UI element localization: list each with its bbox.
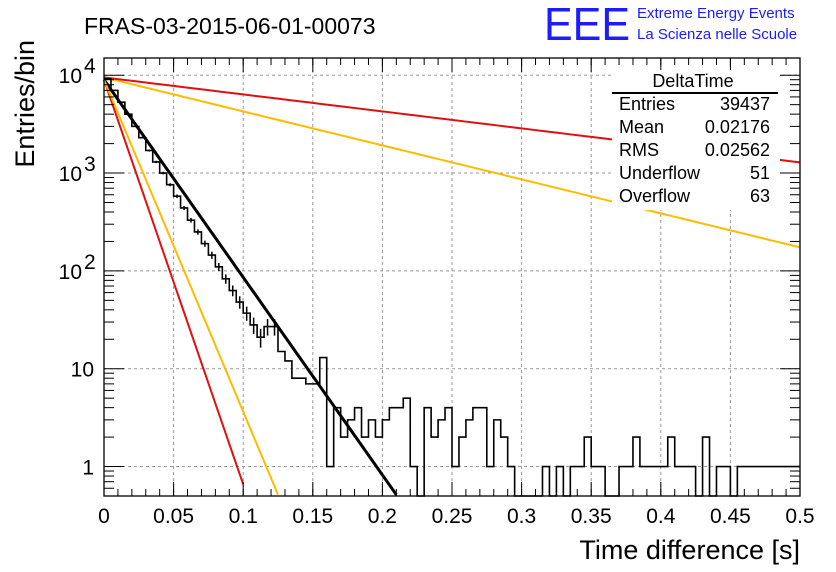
stats-label-rms: RMS bbox=[619, 140, 659, 160]
stats-label-overflow: Overflow bbox=[619, 186, 691, 206]
y-axis-title: Entries/bin bbox=[10, 40, 40, 168]
x-tick-label: 0.35 bbox=[571, 505, 612, 528]
y-tick-label: 10 bbox=[59, 163, 82, 186]
curve-orange-shallow-line bbox=[103, 76, 801, 249]
logo-line2: La Scienza nelle Scuole bbox=[637, 26, 797, 43]
x-tick-label: 0.2 bbox=[368, 505, 397, 528]
stats-value-mean: 0.02176 bbox=[705, 117, 770, 137]
stats-label-entries: Entries bbox=[619, 94, 675, 114]
y-tick-label: 1 bbox=[82, 457, 94, 480]
x-tick-label: 0.3 bbox=[507, 505, 536, 528]
axis-ticks: 0 0.05 0.1 0.15 0.2 0.25 0.3 0.35 0.4 0.45 0.510 41… bbox=[59, 55, 815, 528]
stats-label-mean: Mean bbox=[619, 117, 664, 137]
stats-value-rms: 0.02562 bbox=[705, 140, 770, 160]
y-tick-label: 10 bbox=[59, 65, 82, 88]
y-tick-exponent: 4 bbox=[84, 55, 96, 78]
x-tick-label: 0.1 bbox=[229, 505, 258, 528]
x-tick-label: 0.5 bbox=[785, 505, 814, 528]
x-tick-label: 0.05 bbox=[153, 505, 194, 528]
y-tick-exponent: 2 bbox=[84, 251, 96, 274]
stats-value-overflow: 63 bbox=[750, 186, 770, 206]
stats-value-entries: 39437 bbox=[720, 94, 770, 114]
stats-value-underflow: 51 bbox=[750, 163, 770, 183]
stats-box: DeltaTime Entries 39437 Mean 0.02176 RMS… bbox=[612, 70, 780, 210]
stats-title: DeltaTime bbox=[652, 71, 733, 91]
y-tick-label: 10 bbox=[71, 359, 94, 382]
stats-label-underflow: Underflow bbox=[619, 163, 701, 183]
x-tick-label: 0 bbox=[98, 505, 110, 528]
x-tick-label: 0.45 bbox=[710, 505, 751, 528]
eee-logo: EEE Extreme Energy Events La Scienza nel… bbox=[544, 0, 797, 50]
x-tick-label: 0.15 bbox=[292, 505, 333, 528]
curve-red-steep-line bbox=[103, 79, 245, 485]
x-axis-title: Time difference [s] bbox=[579, 535, 800, 565]
y-tick-label: 10 bbox=[59, 261, 82, 284]
x-tick-label: 0.4 bbox=[646, 505, 676, 528]
x-tick-label: 0.25 bbox=[432, 505, 473, 528]
logo-mark: EEE bbox=[544, 0, 630, 50]
logo-line1: Extreme Energy Events bbox=[637, 5, 795, 22]
y-tick-exponent: 3 bbox=[84, 153, 96, 176]
chart-title: FRAS-03-2015-06-01-00073 bbox=[84, 13, 376, 39]
curve-orange-steep-line bbox=[103, 79, 279, 496]
